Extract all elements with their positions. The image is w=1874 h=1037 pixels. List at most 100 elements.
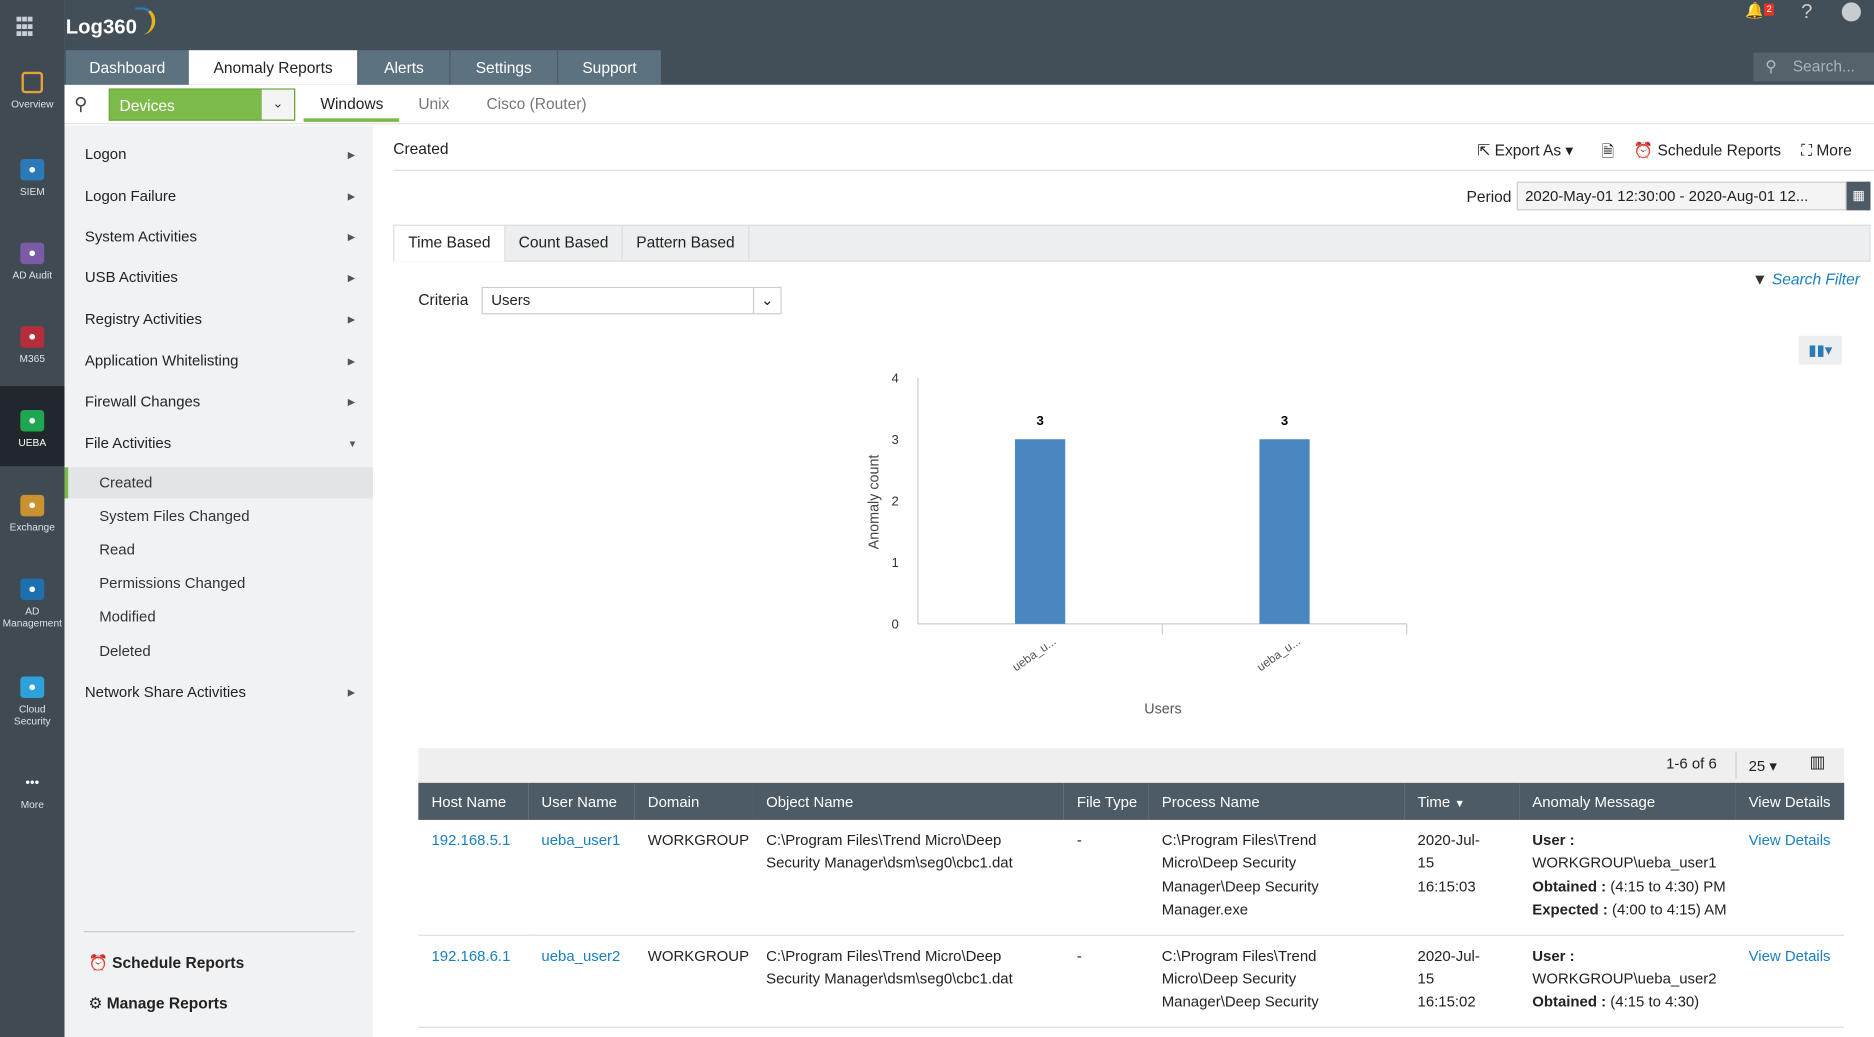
bell-icon[interactable]: 🔔	[1745, 1, 1762, 20]
sidebar-item-system-activities[interactable]: System Activities	[84, 228, 197, 246]
column-header-view-details[interactable]: View Details	[1735, 782, 1845, 820]
user-avatar-icon[interactable]	[1841, 2, 1861, 22]
sidebar-item-logon-failure[interactable]: Logon Failure	[84, 187, 177, 205]
export-as-button[interactable]: ⇱ Export As ▾	[1477, 141, 1574, 159]
sidebar-item-firewall-changes[interactable]: Firewall Changes	[84, 393, 201, 410]
x-tick-label: ueba_u...	[1254, 634, 1303, 674]
chevron-down-icon: ▼	[347, 438, 358, 450]
rail-item-ad-audit[interactable]: ● AD Audit	[0, 235, 65, 281]
manage-reports-link[interactable]: ⚙ Manage Reports	[88, 994, 228, 1013]
value: WORKGROUP\ueba_user2	[1532, 970, 1717, 988]
tab-windows[interactable]: Windows	[320, 94, 384, 113]
calendar-icon[interactable]: ▦	[1846, 181, 1871, 211]
rail-item-label: M365	[19, 352, 45, 365]
tab-settings[interactable]: Settings	[449, 50, 557, 85]
sidebar-subitem-created[interactable]: Created	[64, 467, 373, 499]
help-icon[interactable]: ?	[1801, 0, 1813, 23]
column-chooser-icon[interactable]: ▥	[1809, 751, 1826, 771]
page-size-select[interactable]: 25 ▾	[1748, 757, 1777, 775]
app-grid-icon[interactable]: ▪▪▪ ▪▪▪ ▪▪▪	[15, 9, 34, 45]
column-header-object-name[interactable]: Object Name	[752, 782, 1064, 820]
column-header-anomaly-message[interactable]: Anomaly Message	[1519, 782, 1736, 820]
tab-pattern-based[interactable]: Pattern Based	[621, 225, 750, 261]
tab-dashboard[interactable]: Dashboard	[65, 50, 189, 85]
value: (4:15 to 4:30) PM	[1610, 878, 1726, 895]
criteria-select[interactable]: Users ⌄	[481, 286, 782, 315]
tab-cisco-router[interactable]: Cisco (Router)	[486, 94, 587, 113]
data-label: 3	[1281, 413, 1288, 428]
label: Expected :	[1532, 901, 1608, 919]
scheduled-report-history-icon[interactable]: 🗎	[1601, 142, 1615, 161]
user-link[interactable]: ueba_user1	[541, 831, 621, 849]
sidebar-item-application-whitelisting[interactable]: Application Whitelisting	[84, 352, 239, 370]
table-row: 192.168.5.1 ueba_user1 WORKGROUP C:\Prog…	[418, 819, 1845, 936]
column-header-domain[interactable]: Domain	[634, 782, 753, 820]
rail-item-cloud-security[interactable]: ● Cloud Security	[0, 669, 65, 727]
column-header-user-name[interactable]: User Name	[528, 782, 635, 820]
global-search-input[interactable]: Search... ⚲	[1753, 52, 1874, 82]
rail-item-overview[interactable]: Overview	[0, 65, 65, 110]
column-header-host-name[interactable]: Host Name	[418, 782, 529, 820]
sidebar-subitem-deleted[interactable]: Deleted	[99, 643, 151, 660]
sidebar-item-file-activities[interactable]: File Activities	[84, 435, 172, 452]
sidebar-item-registry-activities[interactable]: Registry Activities	[84, 310, 202, 328]
device-type-dropdown[interactable]: Devices ⌄	[108, 88, 296, 121]
object-cell: C:\Program Files\Trend Micro\Deep Securi…	[752, 819, 1064, 936]
search-icon[interactable]: ⚲	[74, 94, 88, 115]
rail-item-more[interactable]: ••• More	[0, 765, 65, 811]
search-icon: ⚲	[1765, 57, 1777, 76]
search-filter-link[interactable]: ▼ Search Filter	[1752, 270, 1860, 289]
anomaly-message-cell: User : WORKGROUP\ueba_user2 Obtained : (4:…	[1519, 934, 1736, 1028]
process-cell: C:\Program Files\Trend Micro\Deep Securi…	[1148, 934, 1405, 1028]
rail-item-ad-management[interactable]: ● AD Management	[0, 571, 65, 629]
bar	[1015, 439, 1066, 624]
sidebar-item-network-share-activities[interactable]: Network Share Activities	[84, 683, 246, 701]
ad-audit-icon: ●	[20, 242, 45, 265]
column-header-process-name[interactable]: Process Name	[1148, 782, 1405, 820]
value: (4:00 to 4:15) AM	[1611, 901, 1727, 919]
tab-alerts[interactable]: Alerts	[357, 50, 450, 85]
tab-time-based[interactable]: Time Based	[394, 225, 505, 262]
host-link[interactable]: 192.168.5.1	[431, 831, 511, 849]
rail-item-ueba[interactable]: ● UEBA	[0, 386, 65, 467]
rail-item-m365[interactable]: ● M365	[0, 319, 65, 365]
view-details-link[interactable]: View Details	[1748, 831, 1831, 849]
column-header-time[interactable]: Time ▼	[1404, 782, 1520, 820]
schedule-reports-button[interactable]: ⏰ Schedule Reports	[1633, 141, 1782, 159]
cloud-security-icon: ●	[20, 676, 45, 698]
ueba-icon: ●	[20, 409, 45, 432]
sub-navigation	[64, 84, 1874, 125]
rail-item-siem[interactable]: ● SIEM	[0, 152, 65, 197]
sidebar-subitem-permissions-changed[interactable]: Permissions Changed	[99, 574, 246, 592]
tab-count-based[interactable]: Count Based	[504, 225, 621, 261]
time-cell: 2020-Jul-15 16:15:03	[1404, 819, 1520, 936]
chart-type-button[interactable]: ▮▮▾	[1798, 335, 1842, 365]
x-tick-label: ueba_u...	[1010, 634, 1059, 674]
host-link[interactable]: 192.168.6.1	[431, 947, 511, 965]
process-cell: C:\Program Files\Trend Micro\Deep Securi…	[1148, 819, 1405, 936]
tab-unix[interactable]: Unix	[418, 94, 450, 113]
more-button[interactable]: ⛶ More	[1801, 141, 1852, 159]
period-input[interactable]: 2020-May-01 12:30:00 - 2020-Aug-01 12...	[1516, 181, 1847, 211]
view-details-link[interactable]: View Details	[1748, 947, 1831, 965]
label: User :	[1532, 831, 1575, 849]
rail-item-exchange[interactable]: ● Exchange	[0, 488, 65, 533]
sidebar-item-logon[interactable]: Logon	[84, 145, 127, 163]
tab-support[interactable]: Support	[556, 50, 661, 85]
schedule-reports-link[interactable]: ⏰ Schedule Reports	[88, 953, 245, 972]
column-header-file-type[interactable]: File Type	[1063, 782, 1149, 820]
file-type-cell: -	[1063, 934, 1149, 1028]
user-link[interactable]: ueba_user2	[541, 947, 621, 965]
sidebar-item-usb-activities[interactable]: USB Activities	[84, 268, 178, 286]
rail-item-label: SIEM	[19, 185, 45, 198]
page-title: Created	[393, 139, 449, 158]
sort-desc-icon: ▼	[1454, 796, 1465, 809]
tab-anomaly-reports[interactable]: Anomaly Reports	[188, 50, 358, 85]
label: User :	[1532, 947, 1575, 965]
criteria-label: Criteria	[418, 290, 469, 309]
sidebar-subitem-system-files-changed[interactable]: System Files Changed	[99, 507, 250, 525]
product-rail: ▪▪▪ ▪▪▪ ▪▪▪ Overview ● SIEM ● AD Audit ● M365 ● UE…	[0, 0, 65, 1037]
sidebar-subitem-modified[interactable]: Modified	[99, 608, 156, 626]
sidebar-subitem-read[interactable]: Read	[99, 541, 135, 559]
bar	[1259, 439, 1310, 624]
